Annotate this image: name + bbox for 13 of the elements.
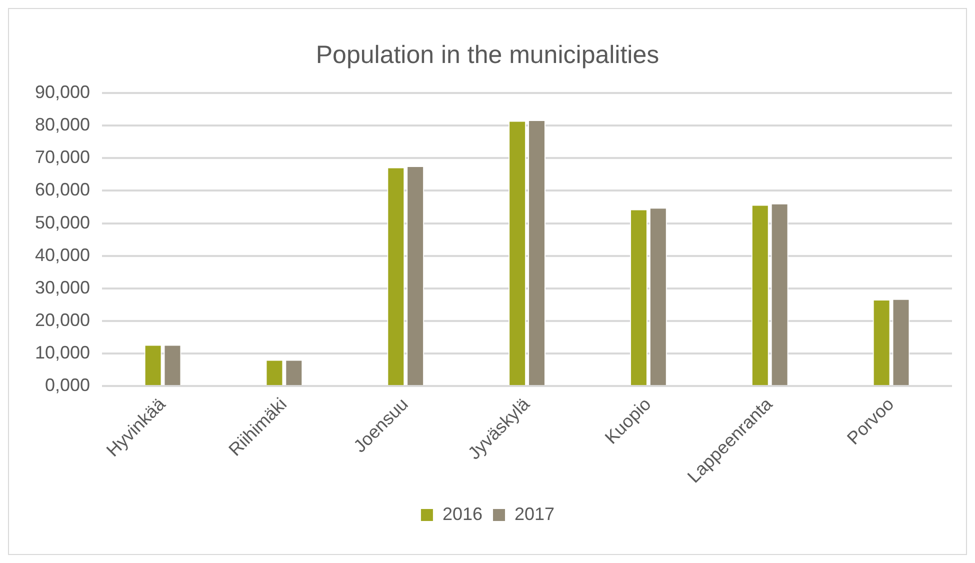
chart-title: Population in the municipalities xyxy=(316,40,660,69)
y-tick-label: 20,000 xyxy=(34,310,90,330)
y-tick-label: 90,000 xyxy=(34,82,90,102)
y-tick-label: 0,000 xyxy=(45,375,90,396)
y-tick-label: 70,000 xyxy=(34,147,90,168)
y-tick-label: 80,000 xyxy=(34,114,90,135)
legend-label: 2017 xyxy=(514,504,555,524)
y-tick-label: 30,000 xyxy=(34,277,90,298)
legend-label: 2016 xyxy=(442,504,483,524)
y-tick-label: 10,000 xyxy=(34,342,90,363)
y-tick-label: 60,000 xyxy=(34,180,90,200)
y-tick-label: 40,000 xyxy=(34,244,90,265)
y-tick-label: 50,000 xyxy=(34,212,90,232)
